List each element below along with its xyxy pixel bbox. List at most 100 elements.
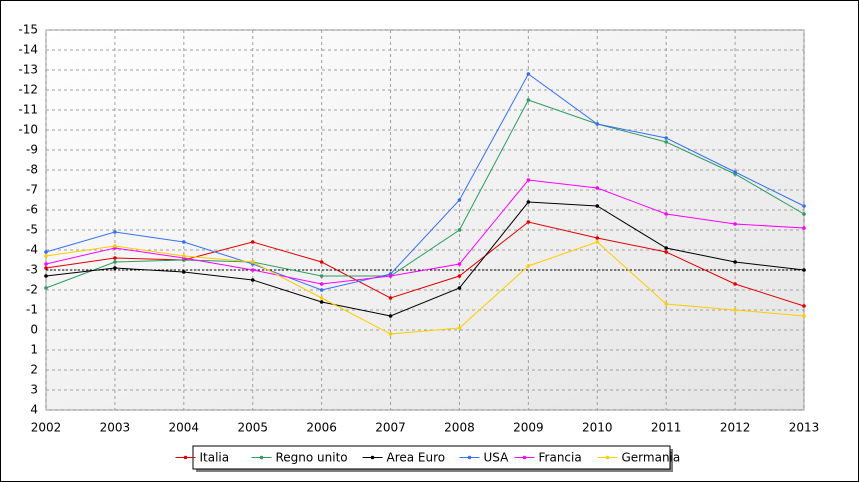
data-point [457, 262, 462, 266]
legend-marker [467, 455, 472, 460]
data-point [388, 296, 393, 300]
data-point [595, 236, 600, 240]
data-point [526, 200, 531, 204]
y-tick-label: -7 [26, 183, 38, 197]
data-point [457, 286, 462, 290]
data-point [802, 212, 806, 216]
data-point [113, 266, 117, 270]
y-tick-label: -12 [18, 83, 38, 97]
data-point [319, 300, 324, 304]
data-point [319, 296, 324, 300]
data-point [388, 314, 393, 318]
data-point [733, 260, 737, 264]
y-tick-label: 0 [30, 323, 38, 337]
y-tick-label: -8 [26, 163, 38, 177]
data-point [802, 314, 806, 318]
series-line [45, 201, 805, 317]
data-point [664, 136, 668, 140]
x-tick-label: 2006 [306, 421, 337, 435]
data-point [113, 260, 117, 264]
data-point [526, 178, 531, 182]
data-point [526, 98, 531, 102]
data-point [113, 230, 117, 234]
x-tick-label: 2007 [375, 421, 406, 435]
data-point [595, 240, 600, 244]
x-tick-label: 2012 [720, 421, 751, 435]
x-tick-label: 2011 [651, 421, 682, 435]
x-tick-label: 2002 [31, 421, 62, 435]
data-point [526, 264, 531, 268]
data-point [44, 286, 48, 290]
series-line [45, 99, 805, 289]
legend-marker [605, 455, 610, 460]
data-point [250, 260, 255, 264]
x-tick-label: 2005 [237, 421, 268, 435]
y-tick-label: 2 [30, 363, 38, 377]
legend-marker [522, 455, 527, 460]
data-point [802, 204, 806, 208]
data-point [182, 254, 186, 258]
legend-label: USA [484, 451, 510, 465]
data-point [595, 186, 600, 190]
data-point [457, 228, 462, 232]
data-point [319, 288, 324, 292]
data-point [664, 246, 668, 250]
data-point [44, 266, 48, 270]
data-point [664, 140, 668, 144]
data-point [733, 222, 737, 226]
data-point [44, 250, 48, 254]
y-tick-label: -15 [18, 23, 38, 37]
legend-marker [183, 455, 188, 460]
y-tick-label: -2 [26, 283, 38, 297]
data-point [733, 308, 737, 312]
data-point [44, 274, 48, 278]
data-point [733, 282, 737, 286]
x-tick-label: 2009 [513, 421, 544, 435]
series-line [45, 73, 805, 291]
y-tick-label: -5 [26, 223, 38, 237]
y-tick-label: -13 [18, 63, 38, 77]
legend-marker [259, 455, 264, 460]
y-tick-label: 3 [30, 383, 38, 397]
data-point [457, 326, 462, 330]
y-tick-label: -1 [26, 303, 38, 317]
legend-label: Area Euro [387, 451, 446, 465]
y-tick-label: -4 [26, 243, 38, 257]
data-point [526, 72, 531, 76]
legend-label: Germania [622, 451, 681, 465]
data-point [388, 274, 393, 278]
data-point [664, 250, 668, 254]
data-point [182, 240, 186, 244]
data-point [802, 268, 806, 272]
data-point [733, 170, 737, 174]
legend-label: Francia [539, 451, 582, 465]
y-tick-label: -10 [18, 123, 38, 137]
data-point [250, 240, 255, 244]
y-tick-label: 1 [30, 343, 38, 357]
data-point [113, 256, 117, 260]
data-point [44, 254, 48, 258]
series-line [45, 241, 805, 335]
data-point [595, 122, 600, 126]
y-tick-label: -3 [26, 263, 38, 277]
data-point [526, 220, 531, 224]
data-point [250, 268, 255, 272]
data-point [664, 302, 668, 306]
legend-marker [370, 455, 375, 460]
y-tick-label: -11 [18, 103, 38, 117]
legend-label: Italia [200, 451, 230, 465]
data-point [113, 244, 117, 248]
data-point [44, 262, 48, 266]
y-tick-label: -9 [26, 143, 38, 157]
data-point [319, 282, 324, 286]
data-point [802, 304, 806, 308]
x-tick-label: 2013 [789, 421, 820, 435]
data-point [250, 278, 255, 282]
data-point [319, 274, 324, 278]
legend: Italia Regno unito Area Euro USA Francia Germ… [175, 445, 681, 472]
data-point [595, 204, 600, 208]
data-point [802, 226, 806, 230]
x-tick-label: 2008 [444, 421, 475, 435]
data-point [182, 270, 186, 274]
